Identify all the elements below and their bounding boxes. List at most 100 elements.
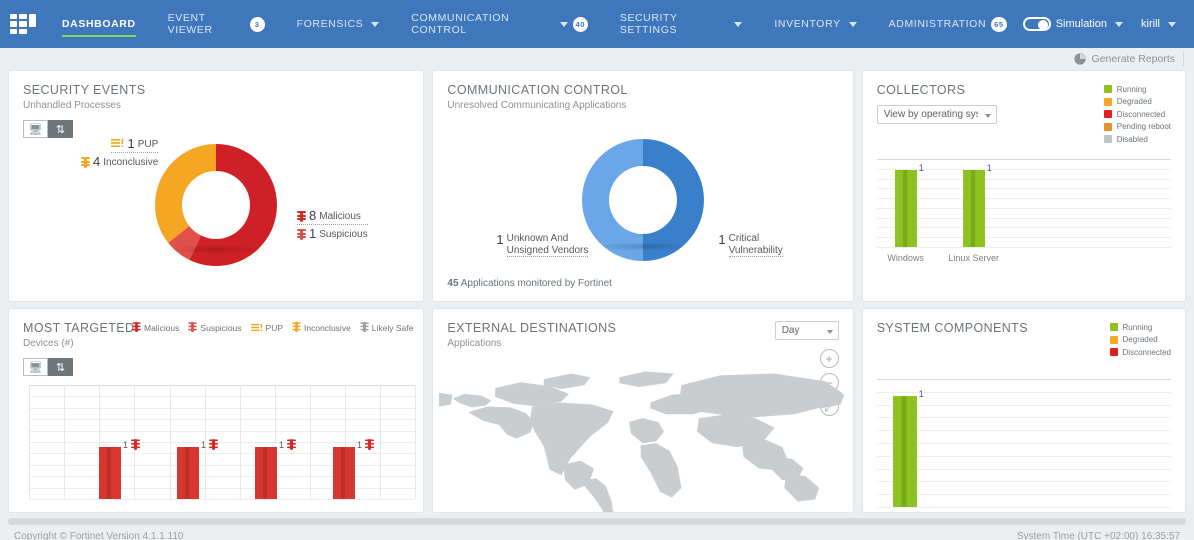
communication-control-card: COMMUNICATION CONTROL Unresolved Communi… <box>432 70 854 302</box>
bug-icon <box>297 210 306 223</box>
nav-item-label: EVENT VIEWER <box>167 12 213 36</box>
generate-reports-button[interactable]: Generate Reports <box>1073 52 1184 66</box>
chevron-down-icon <box>1115 21 1124 27</box>
bar-value-label: 1 <box>918 388 924 399</box>
chevron-down-icon <box>371 21 380 27</box>
lines-icon <box>250 323 263 334</box>
collectors-view-select[interactable]: View by operating system <box>876 105 997 124</box>
chart-bar[interactable] <box>894 170 917 247</box>
nav-items: DASHBOARD EVENT VIEWER 3 FORENSICS COMMUNICA… <box>46 0 1023 48</box>
nav-item-dashboard[interactable]: DASHBOARD <box>46 0 152 48</box>
cc-footer-text: Applications monitored by Fortinet <box>460 278 612 289</box>
inconclusive-label-row: 4 Inconclusive <box>81 153 159 170</box>
chart-bar[interactable] <box>255 447 277 499</box>
chart-bar[interactable] <box>99 447 121 499</box>
nav-item-administration[interactable]: ADMINISTRATION 65 <box>873 0 1023 48</box>
legend-label: Disconnected <box>1122 347 1171 357</box>
security-events-donut-chart[interactable] <box>155 144 278 266</box>
legend-label: Disconnected <box>1116 109 1166 119</box>
cc-right-text-1: Critical <box>728 233 760 244</box>
legend-item: Disabled <box>1103 133 1171 146</box>
nav-item-label: FORENSICS <box>296 18 364 30</box>
communication-control-donut-chart[interactable] <box>582 139 705 261</box>
nav-item-security-settings[interactable]: SECURITY SETTINGS <box>604 0 759 48</box>
nav-item-forensics[interactable]: FORENSICS <box>281 0 396 48</box>
chart-bar[interactable] <box>333 447 355 499</box>
system-components-title: SYSTEM COMPONENTS <box>876 321 1028 335</box>
nav-item-label: INVENTORY <box>774 18 841 30</box>
bug-icon <box>360 321 369 335</box>
legend-item: Degraded <box>1103 96 1171 109</box>
legend-label: Suspicious <box>200 323 242 333</box>
zoom-in-icon[interactable]: + <box>819 349 839 368</box>
generate-reports-label: Generate Reports <box>1091 53 1175 65</box>
cc-right-text-2: Vulnerability <box>728 244 783 256</box>
legend-item: Inconclusive <box>292 321 351 335</box>
world-map-svg <box>439 371 845 512</box>
period-select-wrap: Day <box>774 321 839 340</box>
cc-footer-count: 45 <box>447 278 459 289</box>
user-name-label: kirill <box>1141 18 1160 30</box>
legend-label: PUP <box>265 323 284 333</box>
nav-item-label: ADMINISTRATION <box>888 18 987 30</box>
nav-item-communication-control[interactable]: COMMUNICATION CONTROL 40 <box>395 0 603 48</box>
legend-swatch <box>1103 122 1112 131</box>
most-targeted-subtitle: Devices (#) <box>23 338 74 349</box>
cc-footer: 45 Applications monitored by Fortinet <box>447 278 612 289</box>
simulation-control[interactable]: Simulation <box>1022 17 1124 31</box>
chart-gridlines <box>29 385 417 500</box>
security-events-donut-wrap <box>9 144 423 266</box>
simulation-label: Simulation <box>1055 18 1108 30</box>
chart-bar[interactable] <box>892 395 917 507</box>
donut-shadow <box>595 242 692 251</box>
simulation-toggle[interactable] <box>1022 17 1051 31</box>
bar-value-label: 1 <box>123 440 129 451</box>
footer-bar: Copyright © Fortinet Version 4.1.1.110 S… <box>0 525 1194 540</box>
most-targeted-view-toggle[interactable]: 🖥 ⇅ <box>23 358 73 376</box>
collectors-bar-chart[interactable]: 1 Windows 1 Linux Server <box>876 159 1171 269</box>
security-events-label-left: 1 PUP 4 Inconclusive <box>81 136 159 170</box>
horizontal-scrollbar[interactable] <box>8 518 1186 525</box>
legend-item: Disconnected <box>1103 108 1171 121</box>
fortinet-logo[interactable] <box>0 14 46 34</box>
malicious-text: Malicious <box>319 210 361 222</box>
bar-value-label: 1 <box>357 440 363 451</box>
system-components-bar-chart[interactable]: 1 <box>876 379 1171 508</box>
header-right: Simulation kirill <box>1022 17 1194 31</box>
device-view-icon[interactable]: 🖥 <box>23 358 48 376</box>
most-targeted-bar-chart[interactable]: 1 1 1 1 <box>29 385 417 505</box>
communication-control-title: COMMUNICATION CONTROL <box>447 83 628 97</box>
chart-bar[interactable] <box>962 170 985 247</box>
legend-label: Running <box>1122 322 1153 332</box>
x-axis-label: Windows <box>887 253 924 263</box>
legend-item: Suspicious <box>188 321 242 335</box>
sub-toolbar: Generate Reports <box>0 48 1194 70</box>
process-view-icon[interactable]: ⇅ <box>48 120 73 138</box>
world-map[interactable] <box>439 361 846 512</box>
nav-item-event-viewer[interactable]: EVENT VIEWER 3 <box>152 0 281 48</box>
legend-label: Pending reboot <box>1116 122 1171 132</box>
security-events-title: SECURITY EVENTS <box>23 83 146 97</box>
period-select-host: Day <box>774 321 839 340</box>
bug-icon <box>209 438 218 454</box>
inconclusive-count: 4 <box>93 153 101 169</box>
period-select[interactable]: Day <box>774 321 839 340</box>
bar-value-label: 1 <box>279 440 285 451</box>
inconclusive-text: Inconclusive <box>103 156 159 168</box>
system-components-card: SYSTEM COMPONENTS Running Degraded Disconn… <box>861 308 1186 513</box>
user-menu[interactable]: kirill <box>1141 18 1176 30</box>
chart-bar[interactable] <box>177 447 199 499</box>
external-destinations-card: EXTERNAL DESTINATIONS Applications Day +… <box>432 308 854 513</box>
suspicious-count: 1 <box>309 225 317 241</box>
nav-item-inventory[interactable]: INVENTORY <box>758 0 872 48</box>
chart-gridlines <box>876 379 1171 508</box>
nav-item-label: COMMUNICATION CONTROL <box>411 12 510 36</box>
device-view-icon[interactable]: 🖥 <box>23 120 48 138</box>
collectors-card: COLLECTORS View by operating system Runn… <box>861 70 1186 302</box>
cc-label-left: 1 Unknown And Unsigned Vendors <box>496 232 589 257</box>
bar-value-label: 1 <box>918 163 924 174</box>
copyright-label: Copyright © Fortinet Version 4.1.1.110 <box>14 530 184 540</box>
security-events-view-toggle[interactable]: 🖥 ⇅ <box>23 120 73 138</box>
process-view-icon[interactable]: ⇅ <box>48 358 73 376</box>
bug-icon <box>132 321 141 335</box>
